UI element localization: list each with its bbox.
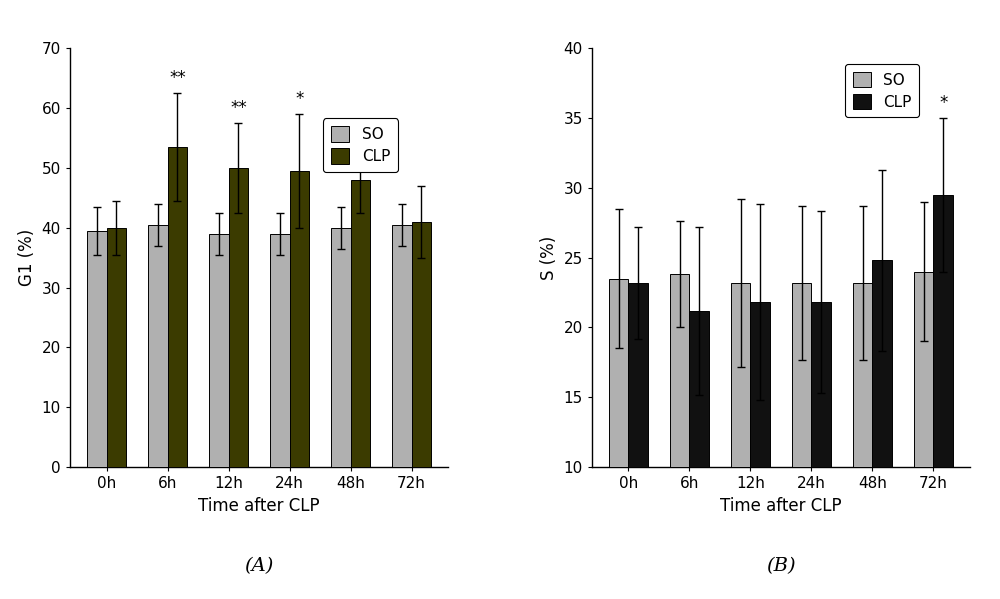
Bar xyxy=(229,168,248,467)
Y-axis label: S (%): S (%) xyxy=(540,235,558,280)
Bar xyxy=(933,195,953,599)
Text: *: * xyxy=(939,93,947,111)
Bar xyxy=(853,283,872,599)
Text: **: ** xyxy=(230,98,247,116)
Bar xyxy=(914,271,933,599)
Bar xyxy=(609,279,628,599)
Legend: SO, CLP: SO, CLP xyxy=(323,119,398,172)
Bar xyxy=(412,222,431,467)
Text: (B): (B) xyxy=(766,557,796,575)
Bar xyxy=(731,283,750,599)
Bar xyxy=(87,231,107,467)
Text: *: * xyxy=(295,89,304,107)
Bar xyxy=(331,228,351,467)
Bar xyxy=(670,274,689,599)
Bar xyxy=(792,283,811,599)
Legend: SO, CLP: SO, CLP xyxy=(845,64,919,117)
Text: *: * xyxy=(356,122,365,140)
Bar xyxy=(168,147,187,467)
Bar xyxy=(270,234,290,467)
Bar xyxy=(872,261,892,599)
Bar xyxy=(351,180,370,467)
Bar xyxy=(290,171,309,467)
X-axis label: Time after CLP: Time after CLP xyxy=(198,497,320,515)
Bar xyxy=(209,234,229,467)
Y-axis label: G1 (%): G1 (%) xyxy=(18,229,36,286)
Text: **: ** xyxy=(169,68,186,86)
Bar xyxy=(628,283,648,599)
X-axis label: Time after CLP: Time after CLP xyxy=(720,497,842,515)
Bar xyxy=(392,225,412,467)
Bar xyxy=(148,225,168,467)
Bar xyxy=(750,302,770,599)
Bar xyxy=(689,311,709,599)
Text: (A): (A) xyxy=(244,557,274,575)
Bar xyxy=(811,302,831,599)
Bar xyxy=(107,228,126,467)
